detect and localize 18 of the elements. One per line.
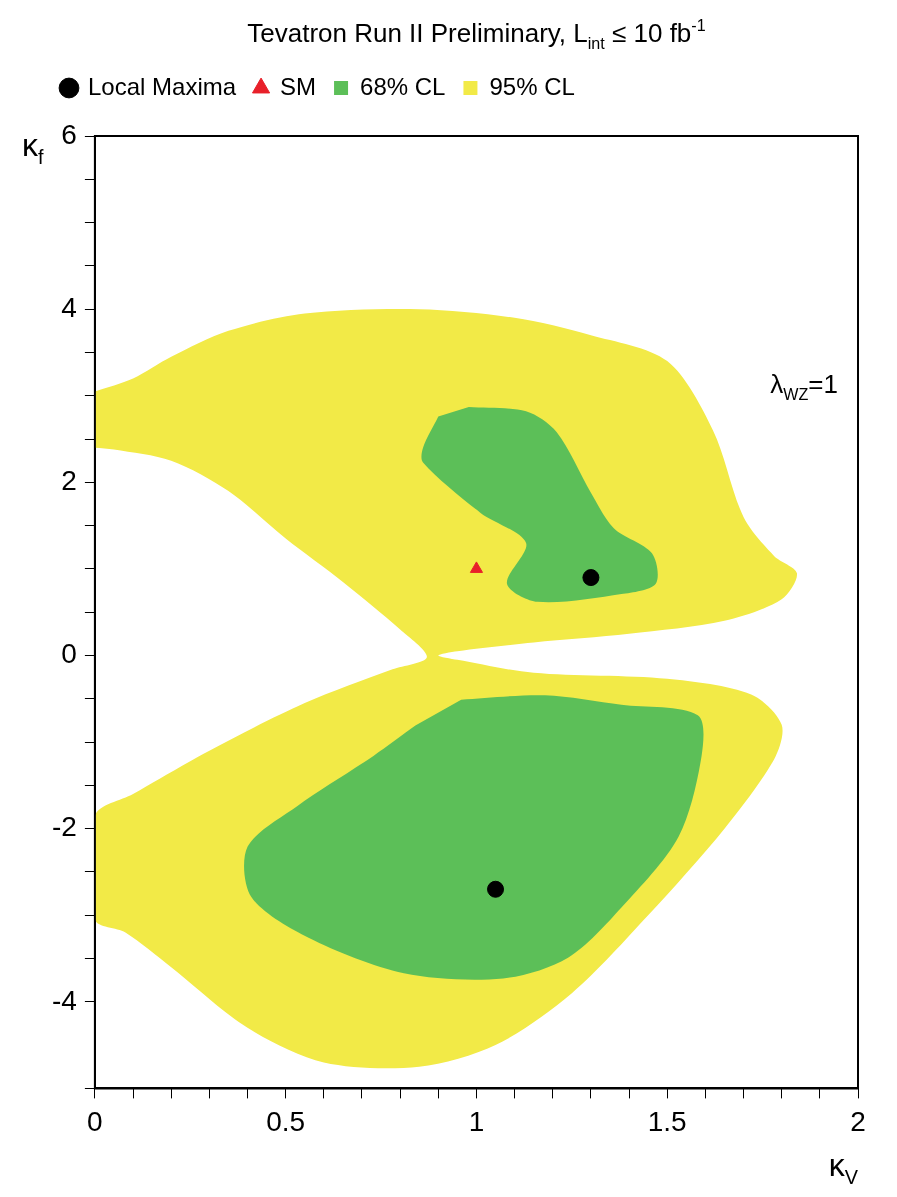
x-tick-label: 1 — [468, 1105, 485, 1137]
y-tick-label: 6 — [61, 118, 77, 150]
y-tick-label: -2 — [51, 811, 77, 843]
y-tick-label: 2 — [61, 465, 77, 497]
legend-label: Local Maxima — [88, 72, 237, 100]
point — [582, 569, 600, 587]
x-tick-label: 2 — [850, 1105, 866, 1137]
legend-label: 68% CL — [360, 72, 446, 100]
x-tick-label: 0 — [87, 1105, 103, 1137]
x-tick-label: 1.5 — [647, 1105, 687, 1137]
y-tick-label: 0 — [61, 638, 77, 670]
point — [487, 880, 505, 898]
legend-label: 95% CL — [489, 72, 575, 100]
y-tick-label: 4 — [61, 291, 77, 323]
point — [469, 561, 484, 573]
x-tick-label: 0.5 — [266, 1105, 306, 1137]
y-tick-label: -4 — [51, 984, 77, 1016]
legend-label: SM — [280, 72, 317, 100]
